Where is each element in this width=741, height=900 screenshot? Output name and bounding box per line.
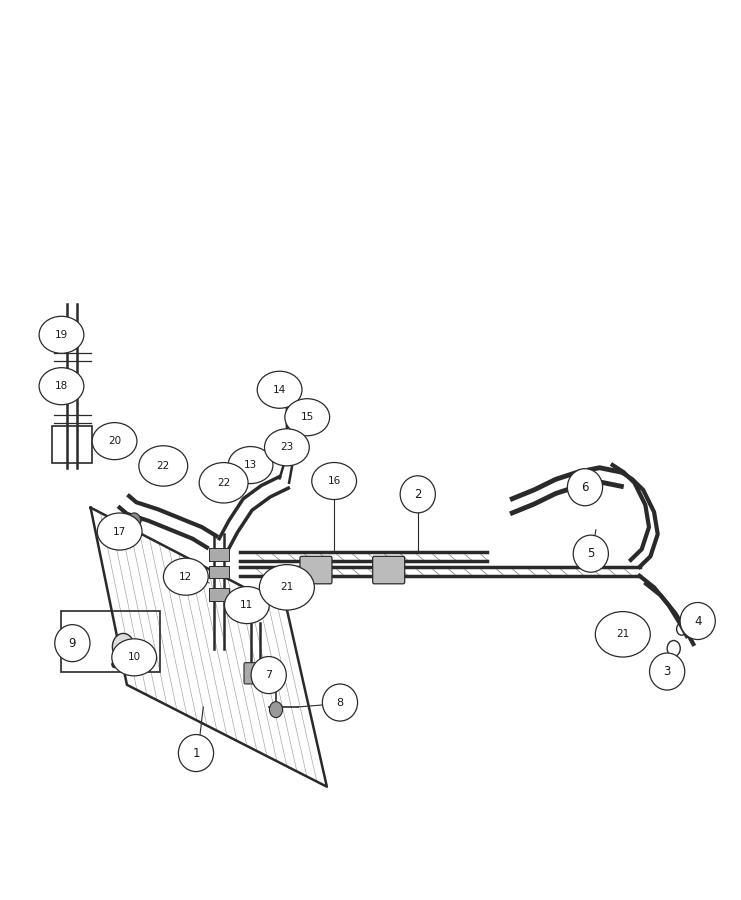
Text: 20: 20 [108, 436, 121, 446]
Text: 11: 11 [240, 600, 253, 610]
Ellipse shape [92, 423, 137, 460]
Text: 23: 23 [280, 442, 293, 453]
Circle shape [112, 661, 118, 668]
Text: 3: 3 [663, 665, 671, 678]
FancyBboxPatch shape [209, 566, 230, 579]
Ellipse shape [251, 657, 286, 694]
Text: 19: 19 [55, 329, 68, 340]
Text: 1: 1 [192, 746, 200, 760]
Circle shape [270, 702, 282, 717]
Ellipse shape [139, 446, 187, 486]
Text: 14: 14 [273, 384, 286, 395]
Ellipse shape [680, 602, 715, 640]
Text: 8: 8 [336, 698, 344, 707]
Ellipse shape [97, 513, 142, 550]
Text: 13: 13 [244, 460, 257, 470]
Text: 9: 9 [69, 636, 76, 650]
Text: 2: 2 [414, 488, 422, 500]
Text: 5: 5 [587, 547, 594, 560]
Ellipse shape [650, 653, 685, 690]
Text: 18: 18 [55, 382, 68, 392]
Ellipse shape [312, 463, 356, 500]
Ellipse shape [259, 564, 314, 610]
Ellipse shape [39, 316, 84, 354]
Ellipse shape [400, 476, 436, 513]
Ellipse shape [574, 536, 608, 572]
Ellipse shape [164, 558, 208, 595]
Text: 12: 12 [179, 572, 193, 581]
FancyBboxPatch shape [373, 556, 405, 584]
Text: 16: 16 [328, 476, 341, 486]
Text: 21: 21 [280, 582, 293, 592]
Ellipse shape [322, 684, 358, 721]
FancyBboxPatch shape [209, 548, 230, 561]
Ellipse shape [228, 446, 273, 483]
Text: 22: 22 [156, 461, 170, 471]
FancyBboxPatch shape [300, 556, 332, 584]
Ellipse shape [568, 469, 602, 506]
Ellipse shape [225, 587, 269, 624]
Circle shape [127, 513, 141, 529]
Ellipse shape [285, 399, 330, 436]
Text: 21: 21 [617, 629, 629, 639]
Text: 15: 15 [301, 412, 314, 422]
Text: 4: 4 [694, 615, 702, 627]
Ellipse shape [199, 463, 248, 503]
Text: 10: 10 [127, 652, 141, 662]
Ellipse shape [55, 625, 90, 662]
Circle shape [113, 634, 134, 660]
Ellipse shape [257, 371, 302, 409]
FancyBboxPatch shape [209, 589, 230, 600]
Ellipse shape [265, 428, 309, 466]
Ellipse shape [179, 734, 213, 771]
Ellipse shape [112, 639, 156, 676]
Text: 17: 17 [113, 526, 126, 536]
Ellipse shape [595, 612, 651, 657]
Text: 22: 22 [217, 478, 230, 488]
Ellipse shape [39, 368, 84, 405]
Text: 6: 6 [581, 481, 589, 494]
Text: 7: 7 [265, 670, 272, 680]
FancyBboxPatch shape [244, 662, 265, 684]
